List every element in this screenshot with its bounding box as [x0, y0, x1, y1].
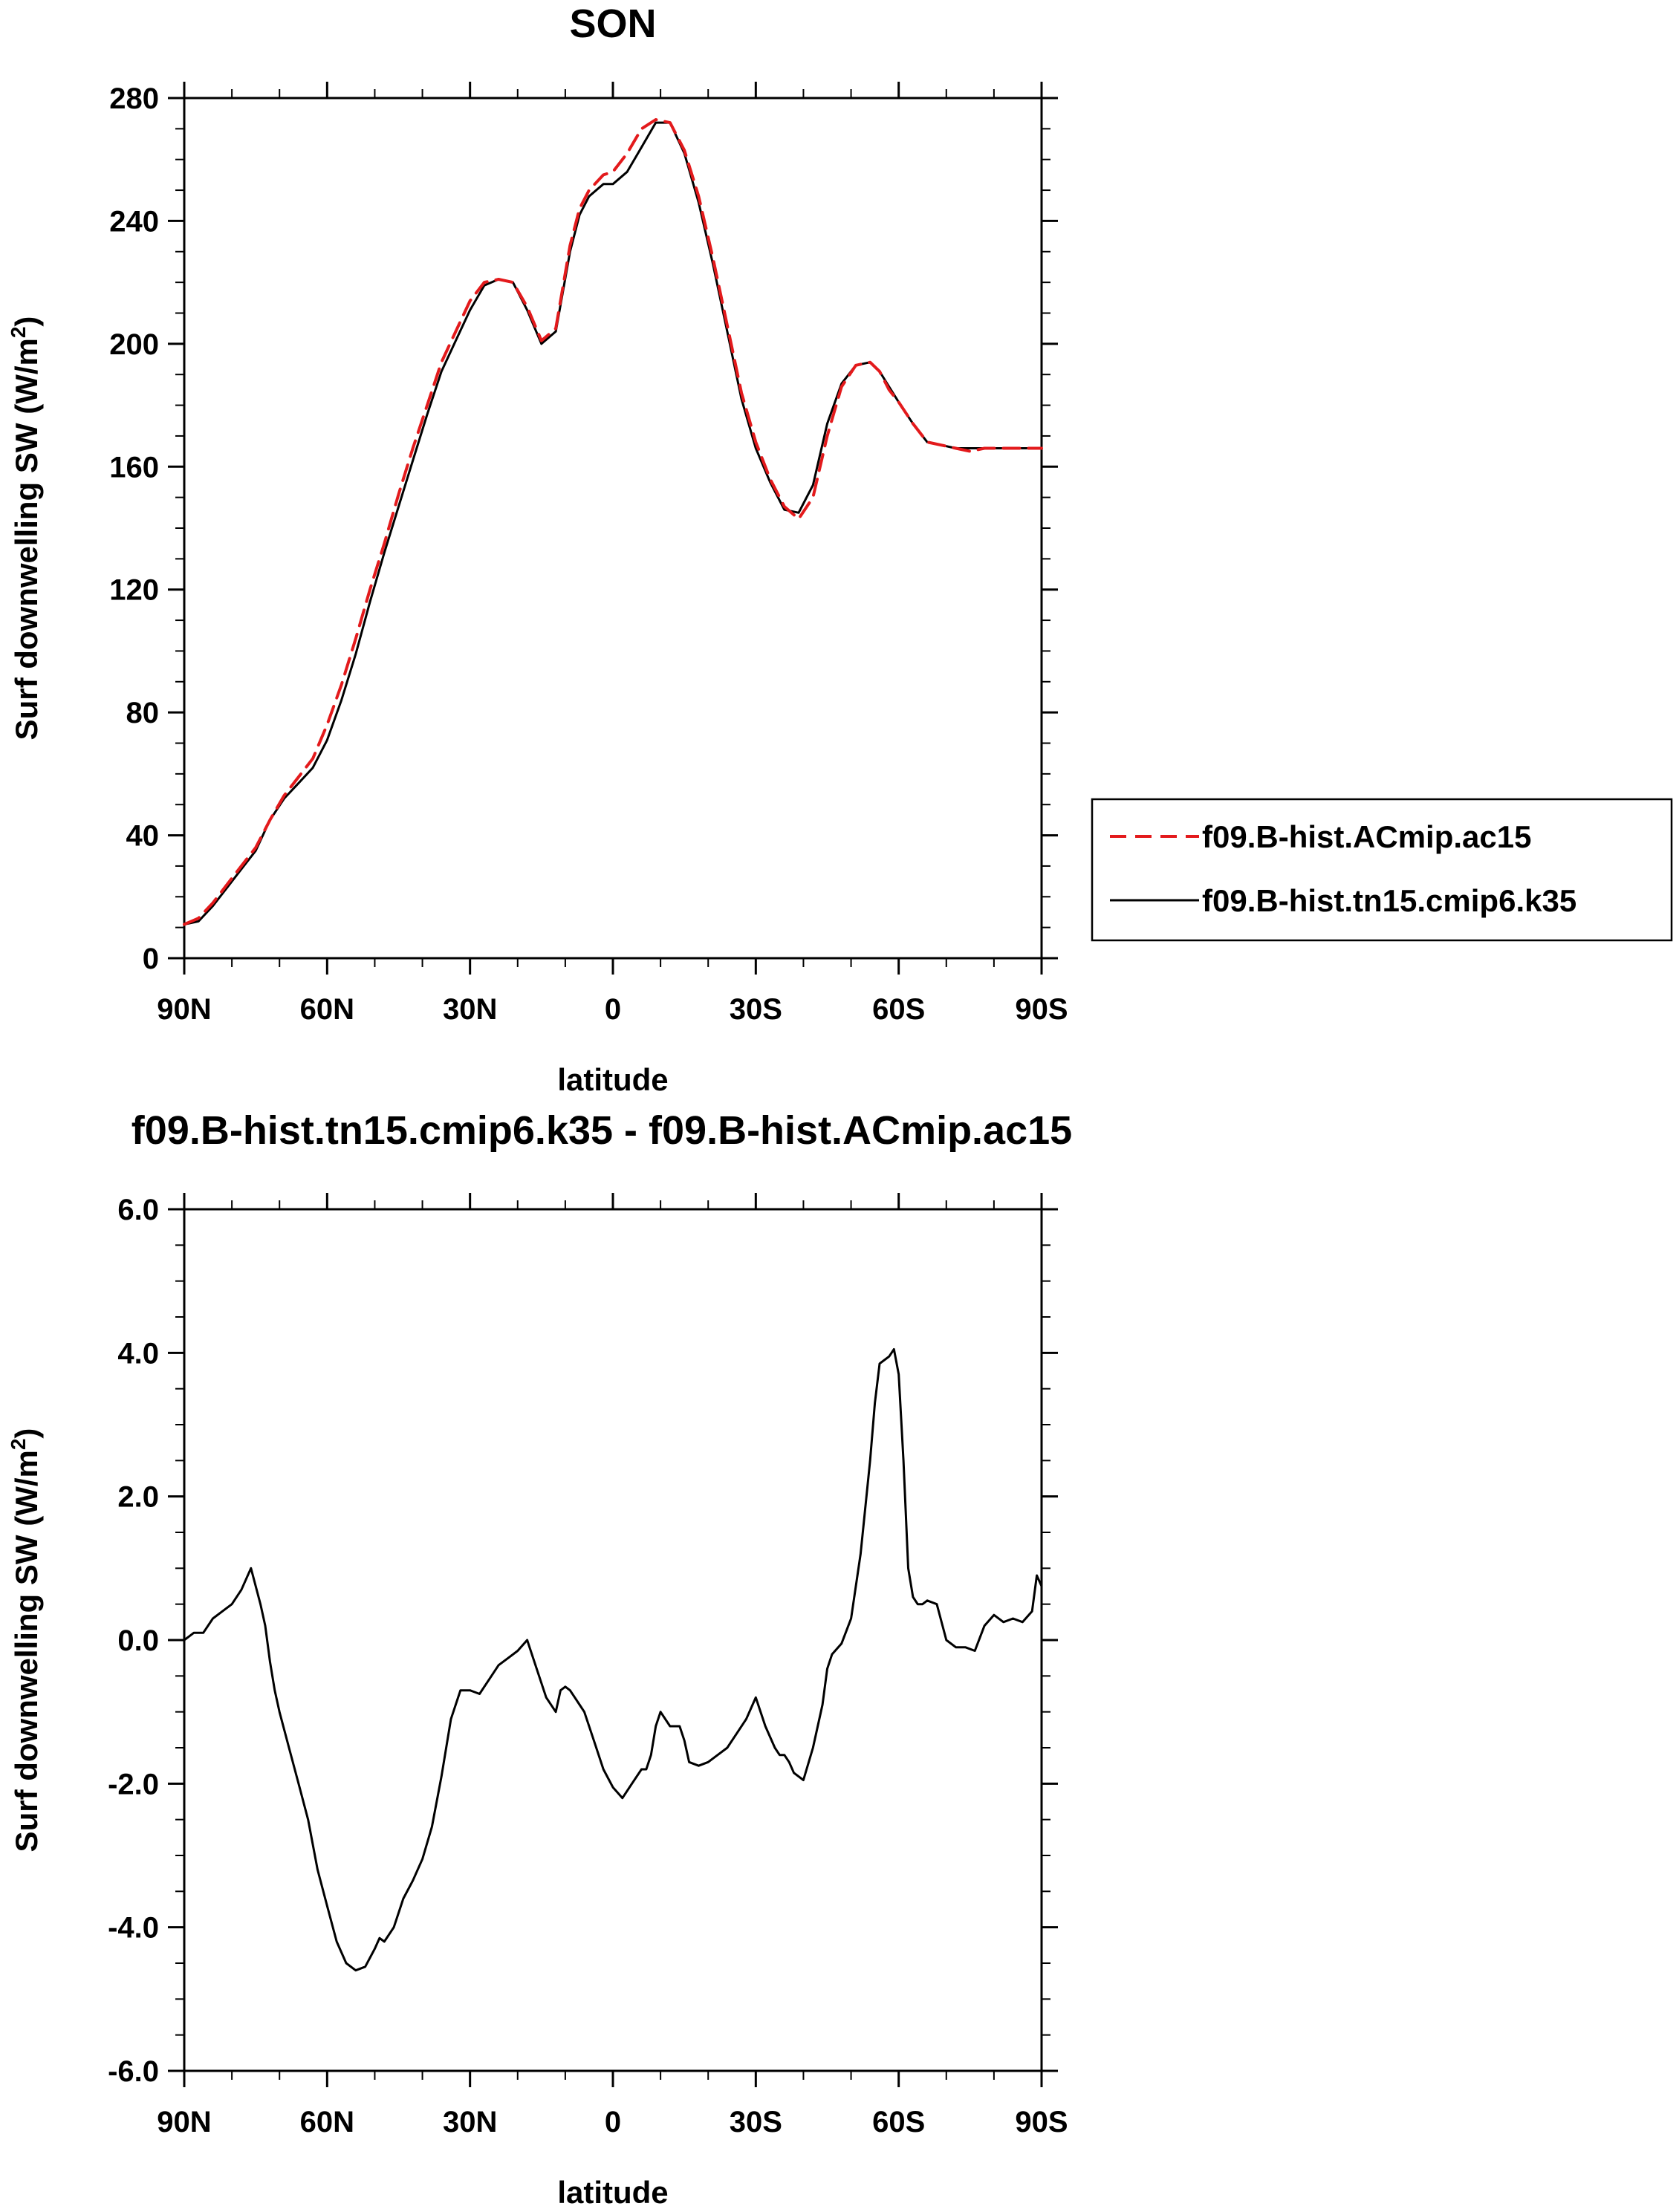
top-y-tick-label: 200 [109, 328, 159, 361]
top-y-tick-label: 240 [109, 205, 159, 238]
bottom-y-axis-label-sup: 2 [7, 1439, 30, 1451]
top-y-tick-labels: 0 40 80 120 160 200 240 280 [109, 82, 159, 975]
top-y-axis-label: Surf downwelling SW (W/m2) [7, 316, 44, 741]
top-y-axis-label-close: ) [9, 316, 44, 327]
top-y-axis-label-main: Surf downwelling SW (W/m [9, 338, 44, 740]
bottom-y-tick-label: -4.0 [108, 1912, 159, 1945]
bottom-x-tick-label: 60S [872, 2106, 925, 2138]
top-panel: SON 0 40 80 120 160 200 240 280 90N 60N 30N 0 30S 60… [7, 1, 1673, 1097]
top-y-tick-label: 120 [109, 574, 159, 607]
top-x-tick-label: 90N [157, 993, 211, 1026]
bottom-y-axis-label: Surf downwelling SW (W/m2) [7, 1428, 44, 1852]
bottom-x-tick-label: 60N [300, 2106, 354, 2138]
top-x-tick-labels: 90N 60N 30N 0 30S 60S 90S [157, 993, 1068, 1026]
top-y-tick-label: 160 [109, 451, 159, 484]
bottom-y-tick-label: 4.0 [117, 1337, 159, 1370]
top-axis-ticks [168, 82, 1058, 975]
bottom-series-lines [183, 1348, 1043, 1972]
bottom-y-tick-label: -2.0 [108, 1768, 159, 1800]
bottom-y-tick-labels: -6.0 -4.0 -2.0 0.0 2.0 4.0 6.0 [108, 1194, 159, 2088]
top-x-tick-label: 30S [730, 993, 782, 1026]
bottom-y-axis-label-main: Surf downwelling SW (W/m [9, 1450, 44, 1852]
top-x-tick-label: 30N [443, 993, 497, 1026]
top-series-line-1 [183, 121, 1043, 926]
top-series-lines [183, 118, 1043, 926]
legend: f09.B-hist.ACmip.ac15 f09.B-hist.tn15.cm… [1091, 798, 1673, 942]
bottom-x-axis-label: latitude [557, 2175, 668, 2210]
top-y-tick-label: 80 [126, 697, 160, 729]
bottom-panel: f09.B-hist.tn15.cmip6.k35 - f09.B-hist.A… [7, 1108, 1072, 2210]
bottom-y-tick-label: 0.0 [117, 1624, 159, 1657]
bottom-y-tick-label: 2.0 [117, 1481, 159, 1514]
bottom-y-tick-label: -6.0 [108, 2055, 159, 2088]
top-x-tick-label: 90S [1015, 993, 1068, 1026]
top-x-tick-label: 0 [605, 993, 621, 1026]
bottom-x-tick-labels: 90N 60N 30N 0 30S 60S 90S [157, 2106, 1068, 2138]
top-x-axis-label: latitude [557, 1062, 668, 1097]
top-x-tick-label: 60N [300, 993, 354, 1026]
top-y-axis-label-sup: 2 [7, 327, 30, 339]
legend-label-ac15: f09.B-hist.ACmip.ac15 [1202, 819, 1531, 854]
legend-label-k35: f09.B-hist.tn15.cmip6.k35 [1202, 883, 1576, 918]
top-x-tick-label: 60S [872, 993, 925, 1026]
legend-box [1091, 798, 1673, 942]
bottom-x-tick-label: 30S [730, 2106, 782, 2138]
top-y-tick-label: 40 [126, 820, 160, 853]
top-y-tick-label: 0 [143, 943, 159, 975]
bottom-x-tick-label: 90N [157, 2106, 211, 2138]
top-series-line-0 [183, 118, 1043, 926]
top-y-tick-label: 280 [109, 82, 159, 115]
bottom-y-tick-label: 6.0 [117, 1194, 159, 1226]
top-chart-title: SON [569, 1, 656, 46]
bottom-chart-title: f09.B-hist.tn15.cmip6.k35 - f09.B-hist.A… [131, 1108, 1072, 1153]
bottom-x-tick-label: 90S [1015, 2106, 1068, 2138]
bottom-axis-ticks [168, 1193, 1058, 2087]
bottom-series-line-0 [183, 1348, 1043, 1972]
bottom-x-tick-label: 0 [605, 2106, 621, 2138]
bottom-x-tick-label: 30N [443, 2106, 497, 2138]
bottom-y-axis-label-close: ) [9, 1428, 44, 1439]
